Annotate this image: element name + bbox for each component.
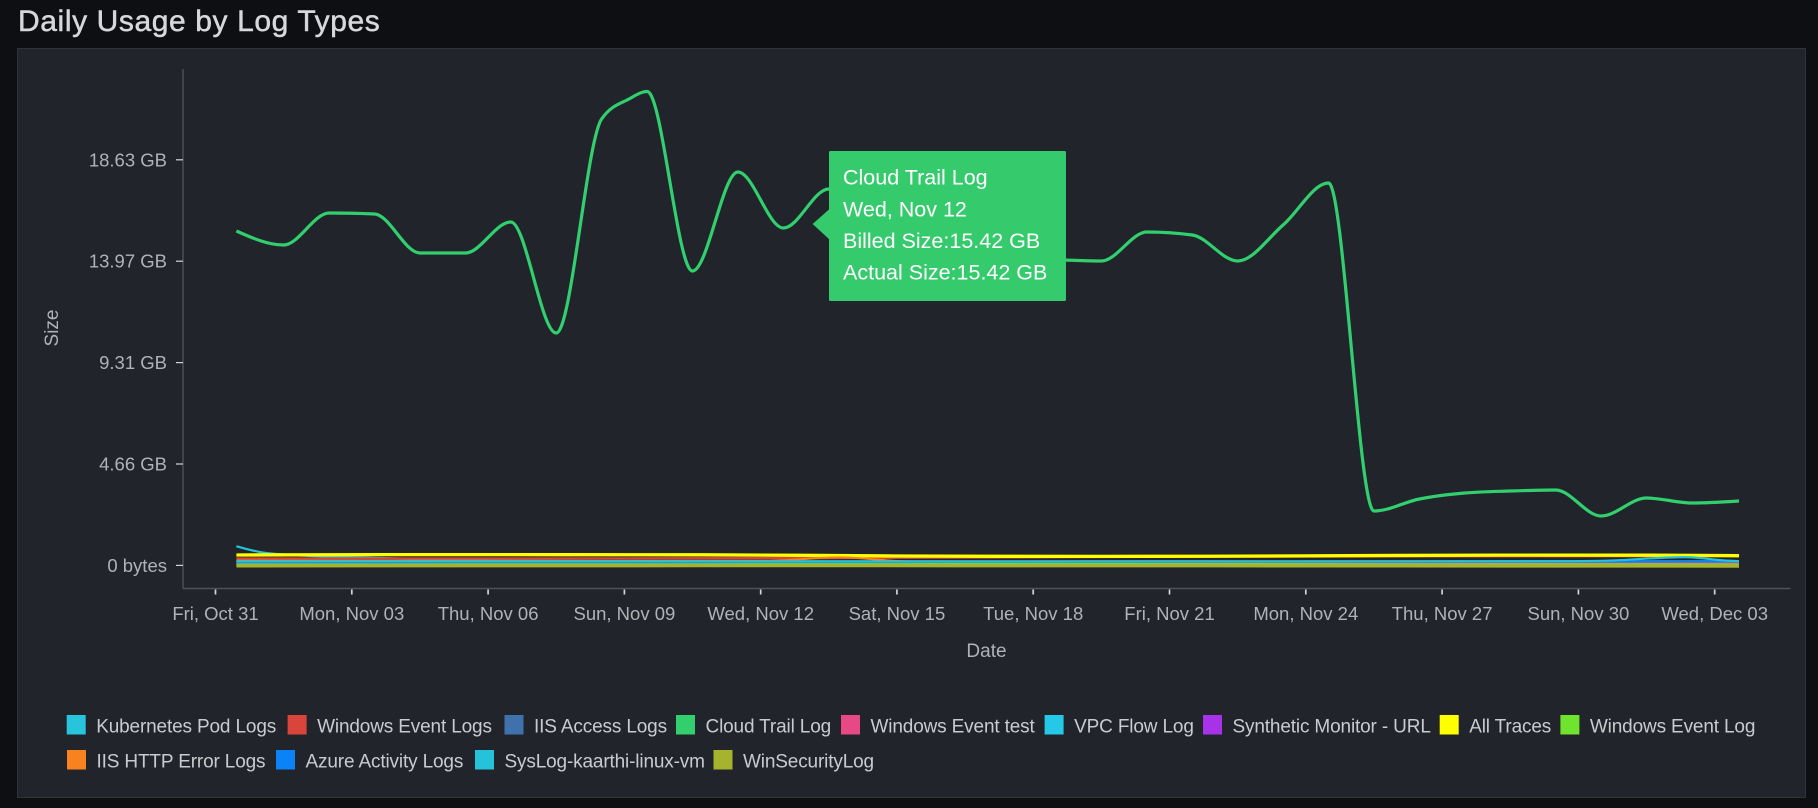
svg-text:Mon, Nov 24: Mon, Nov 24 (1253, 603, 1358, 624)
svg-text:WinSecurityLog: WinSecurityLog (743, 752, 874, 773)
svg-text:VPC Flow Log: VPC Flow Log (1074, 717, 1194, 738)
svg-text:Cloud Trail Log: Cloud Trail Log (706, 717, 832, 738)
svg-text:4.66 GB: 4.66 GB (99, 454, 167, 475)
svg-text:Billed Size:15.42 GB: Billed Size:15.42 GB (843, 229, 1040, 253)
svg-text:Cloud Trail Log: Cloud Trail Log (843, 166, 988, 190)
svg-text:0 bytes: 0 bytes (107, 555, 167, 576)
svg-text:Fri, Oct 31: Fri, Oct 31 (172, 603, 258, 624)
svg-text:Sun, Nov 30: Sun, Nov 30 (1527, 603, 1629, 624)
svg-text:Date: Date (966, 641, 1006, 662)
svg-text:Wed, Dec 03: Wed, Dec 03 (1661, 603, 1768, 624)
svg-text:Windows Event Log: Windows Event Log (1590, 717, 1755, 738)
svg-text:9.31 GB: 9.31 GB (99, 352, 167, 373)
svg-text:All Traces: All Traces (1469, 717, 1551, 738)
svg-text:Wed, Nov 12: Wed, Nov 12 (707, 603, 814, 624)
svg-text:Windows Event Logs: Windows Event Logs (317, 717, 492, 738)
svg-text:Kubernetes Pod Logs: Kubernetes Pod Logs (96, 717, 276, 738)
svg-text:Windows Event test: Windows Event test (871, 717, 1036, 738)
svg-text:IIS Access Logs: IIS Access Logs (534, 717, 667, 738)
svg-text:IIS HTTP Error Logs: IIS HTTP Error Logs (97, 752, 266, 773)
svg-text:Mon, Nov 03: Mon, Nov 03 (299, 603, 404, 624)
svg-text:Size: Size (42, 310, 63, 347)
svg-text:SysLog-kaarthi-linux-vm: SysLog-kaarthi-linux-vm (505, 752, 705, 773)
svg-text:13.97 GB: 13.97 GB (89, 251, 167, 272)
svg-text:Sun, Nov 09: Sun, Nov 09 (573, 603, 675, 624)
svg-text:Azure Activity Logs: Azure Activity Logs (306, 752, 464, 773)
svg-text:Sat, Nov 15: Sat, Nov 15 (849, 603, 946, 624)
svg-text:Thu, Nov 27: Thu, Nov 27 (1392, 603, 1493, 624)
svg-text:Synthetic Monitor - URL: Synthetic Monitor - URL (1233, 717, 1431, 738)
svg-text:Fri, Nov 21: Fri, Nov 21 (1124, 603, 1214, 624)
svg-text:18.63 GB: 18.63 GB (89, 149, 167, 170)
svg-text:Thu, Nov 06: Thu, Nov 06 (438, 603, 539, 624)
svg-text:Actual Size:15.42 GB: Actual Size:15.42 GB (843, 261, 1047, 285)
svg-text:Tue, Nov 18: Tue, Nov 18 (983, 603, 1083, 624)
svg-text:Wed, Nov 12: Wed, Nov 12 (843, 198, 967, 222)
